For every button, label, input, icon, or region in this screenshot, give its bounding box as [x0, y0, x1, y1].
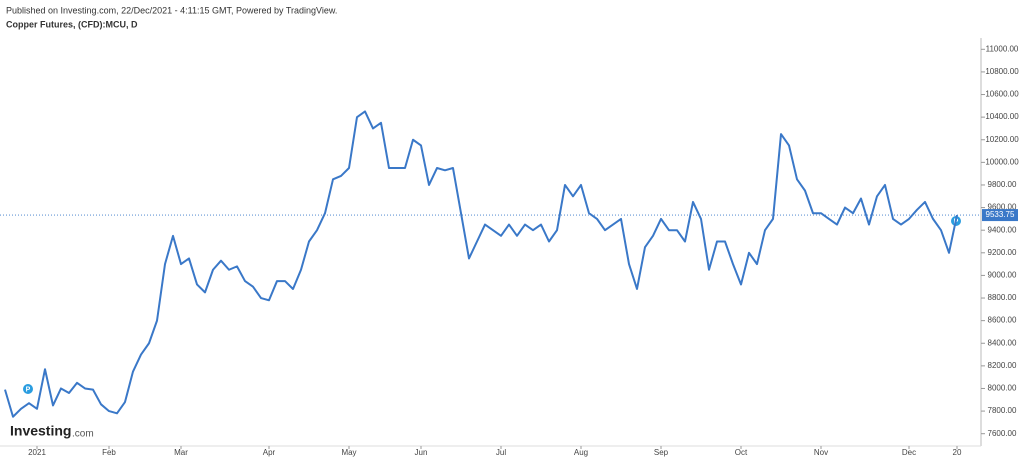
x-tick-label: May	[341, 448, 356, 457]
x-tick-label: Feb	[102, 448, 116, 457]
x-tick-label: Apr	[263, 448, 276, 457]
x-tick-label: Aug	[574, 448, 588, 457]
x-tick-label: 2021	[28, 448, 46, 457]
x-tick-label: Nov	[814, 448, 828, 457]
logo-suffix: .com	[72, 429, 94, 440]
x-tick-label: 20	[953, 448, 962, 457]
x-tick-label: Jul	[496, 448, 506, 457]
y-tick-label: 10600.00	[985, 90, 1019, 99]
x-tick-label: Dec	[902, 448, 916, 457]
event-marker: P	[23, 384, 33, 394]
y-tick-label: 9200.00	[988, 248, 1017, 257]
logo: Investing .com	[10, 423, 94, 440]
last-price-box	[982, 209, 1018, 222]
x-tick-label: Mar	[174, 448, 188, 457]
x-tick-label: Sep	[654, 448, 669, 457]
y-tick-label: 7600.00	[988, 429, 1017, 438]
event-letter: P	[26, 386, 31, 393]
y-tick-label: 8800.00	[988, 293, 1017, 302]
y-tick-label: 10200.00	[985, 135, 1019, 144]
y-tick-label: 7800.00	[988, 406, 1017, 415]
chart-title: Copper Futures, (CFD):MCU, D	[6, 19, 138, 29]
y-tick-label: 8200.00	[988, 361, 1017, 370]
last-price-label: 9533.75	[986, 210, 1015, 219]
x-tick-label: Oct	[735, 448, 748, 457]
y-tick-label: 9400.00	[988, 225, 1017, 234]
logo-text: Investing	[10, 423, 71, 439]
y-tick-label: 8000.00	[988, 384, 1017, 393]
y-tick-label: 9000.00	[988, 271, 1017, 280]
y-tick-label: 10800.00	[985, 67, 1019, 76]
y-tick-label: 10000.00	[985, 157, 1019, 166]
published-note: Published on Investing.com, 22/Dec/2021 …	[6, 5, 337, 15]
y-tick-label: 8600.00	[988, 316, 1017, 325]
y-tick-label: 8400.00	[988, 338, 1017, 347]
y-tick-label: 10400.00	[985, 112, 1019, 121]
x-tick-label: Jun	[415, 448, 428, 457]
event-dot	[23, 384, 33, 394]
y-tick-label: 9800.00	[988, 180, 1017, 189]
y-tick-label: 9600.00	[988, 203, 1017, 212]
price-line	[4, 110, 958, 418]
y-tick-label: 11000.00	[986, 44, 1019, 53]
